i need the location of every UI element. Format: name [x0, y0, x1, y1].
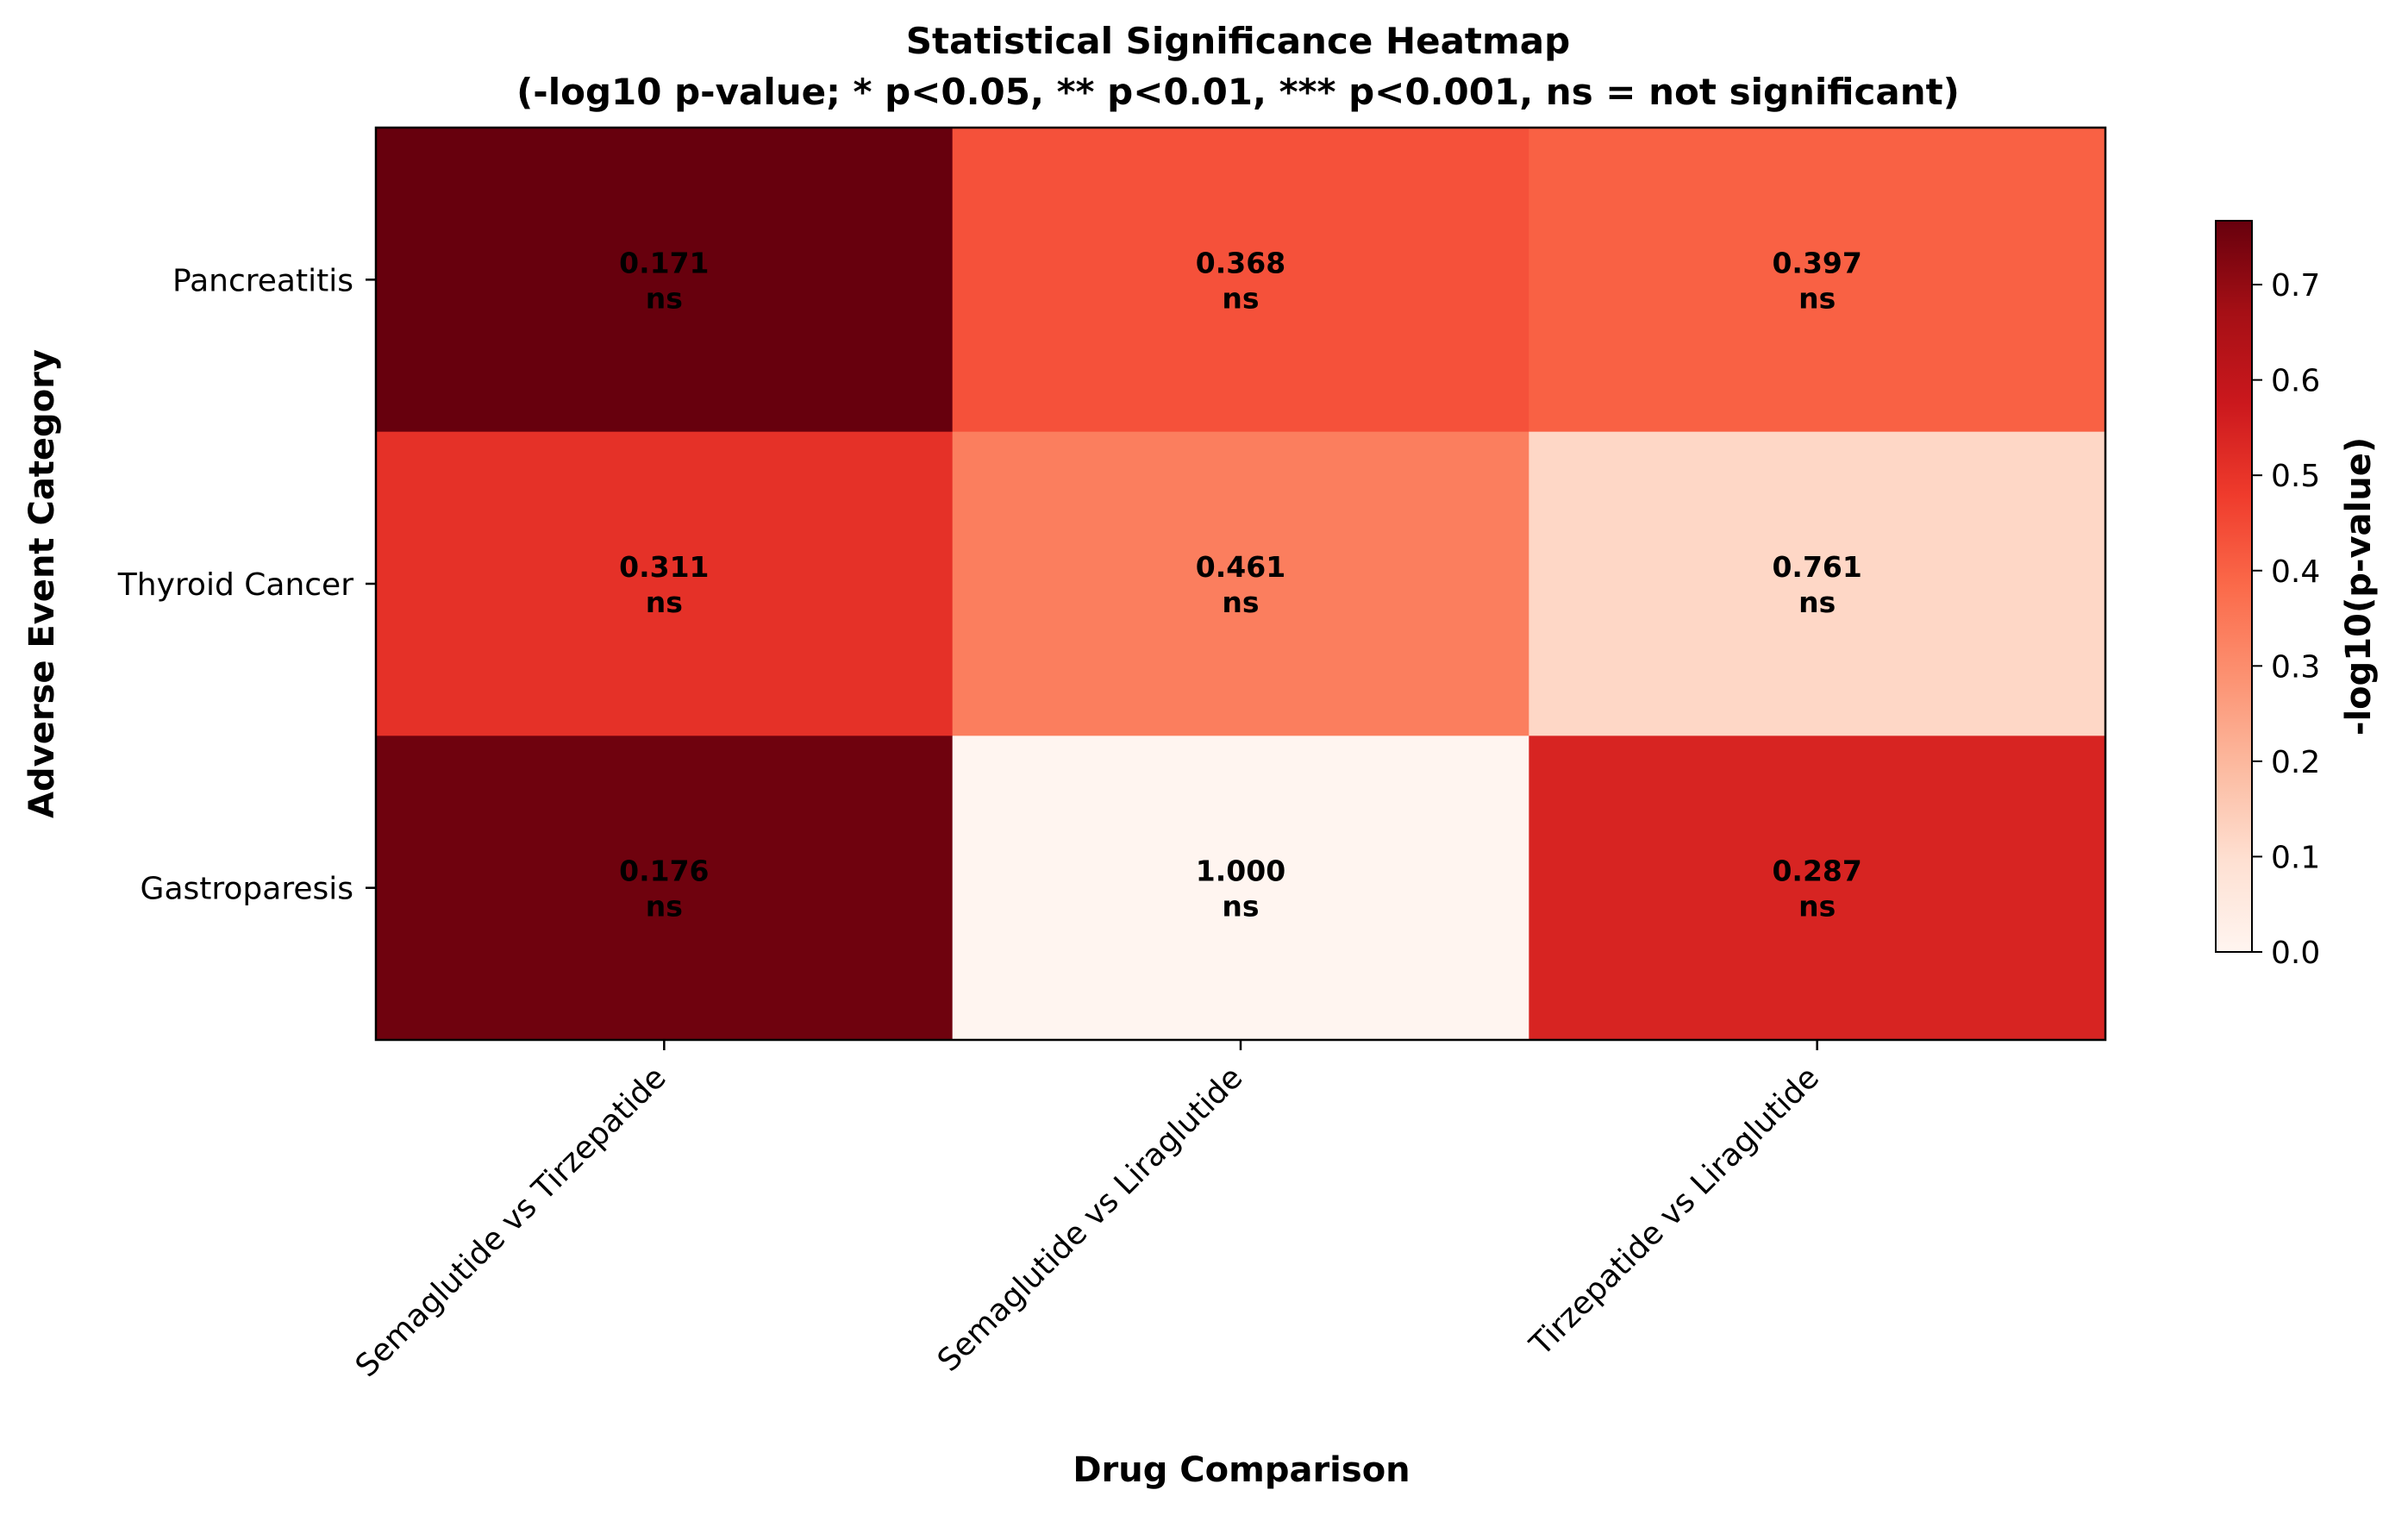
colorbar-tick-label: 0.4: [2271, 554, 2320, 590]
cell-p-value-label: 0.761: [1772, 550, 1861, 584]
heatmap-cell: [1529, 431, 2106, 736]
cell-p-value-label: 0.397: [1772, 246, 1861, 279]
colorbar-tick-label: 0.2: [2271, 745, 2320, 780]
heatmap-cell: [376, 736, 954, 1041]
y-tick-label: Gastroparesis: [141, 872, 353, 907]
cell-p-value-label: 0.287: [1772, 855, 1861, 888]
y-axis-label: Adverse Event Category: [22, 349, 62, 818]
cell-significance-label: ns: [1222, 890, 1259, 923]
colorbar-tick-label: 0.6: [2271, 364, 2320, 399]
x-tick-label: Tirzepatide vs Liraglutide: [1523, 1060, 1826, 1363]
heatmap-cell: [1529, 128, 2106, 433]
colorbar-tick-label: 0.3: [2271, 649, 2320, 685]
cell-p-value-label: 0.311: [619, 550, 709, 584]
cell-significance-label: ns: [1798, 585, 1836, 619]
cell-significance-label: ns: [646, 585, 683, 619]
colorbar-gradient: [2215, 220, 2253, 953]
chart-title: Statistical Significance Heatmap: [906, 20, 1570, 62]
x-tick-label: Semaglutide vs Tirzepatide: [349, 1060, 673, 1384]
cell-significance-label: ns: [646, 890, 683, 923]
y-tick-label: Pancreatitis: [172, 263, 353, 298]
cell-p-value-label: 0.368: [1196, 246, 1285, 279]
x-axis: Semaglutide vs Tirzepatide Semaglutide vs…: [349, 1040, 1826, 1384]
cell-p-value-label: 0.176: [619, 855, 709, 888]
colorbar-ticks: 0.0 0.1 0.2 0.3 0.4 0.5 0.6 0.7: [2252, 268, 2320, 971]
cell-significance-label: ns: [1798, 890, 1836, 923]
heatmap-cell: [952, 128, 1529, 433]
heatmap-cell: [952, 431, 1529, 736]
heatmap-cell: [952, 736, 1529, 1041]
colorbar-label: -log10(p-value): [2339, 437, 2379, 736]
colorbar-tick-label: 0.5: [2271, 459, 2320, 494]
heatmap-cells: [376, 128, 2106, 1041]
cell-significance-label: ns: [1222, 281, 1259, 315]
colorbar-tick-label: 0.7: [2271, 268, 2320, 304]
heatmap-cell: [376, 431, 954, 736]
cell-significance-label: ns: [646, 281, 683, 315]
cell-significance-label: ns: [1798, 281, 1836, 315]
heatmap-cell-labels: 0.171ns0.368ns0.397ns0.311ns0.461ns0.761…: [619, 246, 1862, 923]
colorbar-tick-label: 0.1: [2271, 840, 2320, 875]
chart-subtitle: (-log10 p-value; * p<0.05, ** p<0.01, **…: [516, 71, 1960, 113]
colorbar-tick-label: 0.0: [2271, 936, 2320, 971]
x-axis-label: Drug Comparison: [1073, 1450, 1410, 1490]
heatmap-cell: [376, 128, 954, 433]
colorbar: 0.0 0.1 0.2 0.3 0.4 0.5 0.6 0.7 -log10(p-value): [2215, 220, 2379, 971]
heatmap-cell: [1529, 736, 2106, 1041]
cell-p-value-label: 0.461: [1196, 550, 1285, 584]
x-tick-label: Semaglutide vs Liraglutide: [931, 1060, 1250, 1379]
cell-significance-label: ns: [1222, 585, 1259, 619]
y-tick-label: Thyroid Cancer: [117, 567, 353, 603]
cell-p-value-label: 0.171: [619, 246, 709, 279]
y-axis: Pancreatitis Thyroid Cancer Gastroparesis: [117, 263, 376, 907]
cell-p-value-label: 1.000: [1196, 855, 1285, 888]
